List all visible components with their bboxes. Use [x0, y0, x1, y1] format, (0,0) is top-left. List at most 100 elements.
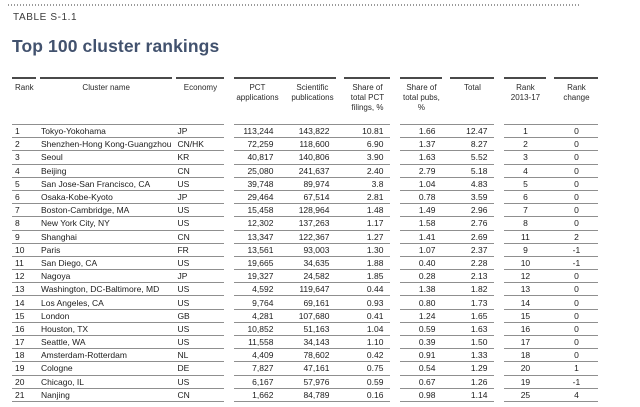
- cell-cluster-name: Shanghai: [40, 230, 173, 244]
- cell-rank-change: 0: [554, 190, 599, 205]
- cell-pct-applications: 113,244: [234, 124, 281, 139]
- cell-rank-change: 0: [554, 348, 599, 363]
- row-spacer: [546, 335, 555, 350]
- row-spacer: [336, 216, 345, 231]
- cell-total: 1.33: [450, 348, 495, 363]
- cell-cluster-name: Seoul: [40, 150, 173, 165]
- row-spacer: [546, 137, 555, 152]
- cell-economy: US: [176, 203, 225, 218]
- page-title: Top 100 cluster rankings: [12, 36, 220, 56]
- cell-cluster-name: San Diego, CA: [40, 256, 173, 271]
- row-spacer: [442, 124, 451, 139]
- row-spacer: [280, 216, 289, 231]
- row-spacer: [390, 177, 400, 190]
- col-header-rank-2013-17: Rank 2013-17: [504, 77, 547, 125]
- cell-rank-2013-17: 5: [504, 177, 547, 191]
- cell-total: 5.52: [450, 150, 495, 165]
- cell-pct-applications: 19,327: [234, 269, 281, 284]
- row-spacer: [546, 190, 555, 205]
- row-spacer: [494, 296, 504, 309]
- cell-share-total-pubs: 0.54: [400, 361, 443, 376]
- row-spacer: [172, 190, 177, 205]
- cell-share-total-pct-filings: 0.41: [344, 309, 391, 323]
- row-spacer: [336, 137, 345, 152]
- cell-share-total-pubs: 1.49: [400, 203, 443, 218]
- cell-rank-change: 0: [554, 216, 599, 231]
- cell-total: 1.14: [450, 388, 495, 402]
- table-row: 15 London GB 4,281 107,680 0.41 1.24 1.65 15 0: [12, 309, 599, 323]
- row-spacer: [280, 190, 289, 205]
- cell-rank-2013-17: 8: [504, 216, 547, 231]
- cell-scientific-publications: 47,161: [288, 361, 337, 376]
- cell-rank-change: 0: [554, 269, 599, 284]
- cell-cluster-name: Amsterdam-Rotterdam: [40, 348, 173, 363]
- cell-rank-change: 4: [554, 388, 599, 402]
- row-spacer: [336, 282, 345, 297]
- cell-share-total-pubs: 1.66: [400, 124, 443, 139]
- row-spacer: [36, 388, 40, 402]
- row-spacer: [172, 269, 177, 284]
- row-spacer: [224, 309, 234, 322]
- cell-economy: CN/HK: [176, 137, 225, 152]
- row-spacer: [442, 361, 451, 376]
- row-spacer: [172, 335, 177, 350]
- cell-pct-applications: 4,281: [234, 309, 281, 323]
- row-spacer: [546, 243, 555, 257]
- cell-economy: CN: [176, 164, 225, 178]
- row-spacer: [494, 283, 504, 296]
- cell-scientific-publications: 241,637: [288, 164, 337, 178]
- row-spacer: [280, 124, 289, 139]
- cell-rank: 1: [12, 124, 36, 139]
- row-spacer: [336, 388, 345, 402]
- row-spacer: [36, 150, 40, 165]
- table-row: 21 Nanjing CN 1,662 84,789 0.16 0.98 1.14 25 4: [12, 388, 599, 402]
- cell-cluster-name: Nagoya: [40, 269, 173, 284]
- row-spacer: [494, 138, 504, 151]
- row-spacer: [494, 309, 504, 322]
- cell-total: 1.29: [450, 361, 495, 376]
- cell-cluster-name: San Jose-San Francisco, CA: [40, 177, 173, 191]
- row-spacer: [442, 177, 451, 191]
- row-spacer: [36, 124, 40, 139]
- table-row: 18 Amsterdam-Rotterdam NL 4,409 78,602 0.42 0.…: [12, 348, 599, 363]
- row-spacer: [390, 151, 400, 164]
- row-spacer: [172, 375, 177, 389]
- cell-share-total-pct-filings: 10.81: [344, 124, 391, 139]
- row-spacer: [224, 138, 234, 151]
- cell-share-total-pubs: 0.28: [400, 269, 443, 284]
- cell-scientific-publications: 34,143: [288, 335, 337, 350]
- row-spacer: [172, 388, 177, 402]
- row-spacer: [172, 203, 177, 218]
- table-row: 20 Chicago, IL US 6,167 57,976 0.59 0.67 1.26 19…: [12, 375, 599, 389]
- row-spacer: [172, 230, 177, 244]
- cell-economy: US: [176, 295, 225, 310]
- cell-total: 1.82: [450, 282, 495, 297]
- row-spacer: [336, 230, 345, 244]
- cell-rank: 11: [12, 256, 36, 271]
- cell-cluster-name: Nanjing: [40, 388, 173, 402]
- cell-rank-2013-17: 19: [504, 375, 547, 389]
- cell-share-total-pct-filings: 3.8: [344, 177, 391, 191]
- cell-total: 1.73: [450, 295, 495, 310]
- col-header-pct-applications: PCT applications: [234, 77, 281, 125]
- row-spacer: [336, 309, 345, 323]
- table-row: 7 Boston-Cambridge, MA US 15,458 128,964 1.48…: [12, 203, 599, 218]
- cell-share-total-pct-filings: 6.90: [344, 137, 391, 152]
- cell-rank-change: -1: [554, 375, 599, 389]
- row-spacer: [172, 348, 177, 363]
- row-spacer: [336, 150, 345, 165]
- cell-rank-2013-17: 3: [504, 150, 547, 165]
- cell-share-total-pct-filings: 0.42: [344, 348, 391, 363]
- row-spacer: [172, 137, 177, 152]
- row-spacer: [224, 217, 234, 230]
- row-spacer: [172, 243, 177, 257]
- cell-scientific-publications: 143,822: [288, 124, 337, 139]
- row-spacer: [442, 164, 451, 178]
- row-spacer: [280, 203, 289, 218]
- cell-rank-change: 0: [554, 295, 599, 310]
- row-spacer: [36, 375, 40, 389]
- row-spacer: [36, 177, 40, 191]
- row-spacer: [224, 336, 234, 349]
- row-spacer: [36, 256, 40, 271]
